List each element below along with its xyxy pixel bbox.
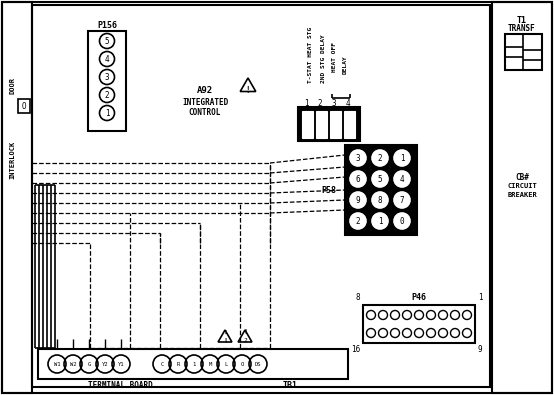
Text: HEAT OFF: HEAT OFF (331, 42, 336, 72)
Text: 4: 4 (346, 98, 350, 107)
Text: P46: P46 (412, 293, 427, 303)
Bar (363, 305, 475, 343)
Text: P58: P58 (321, 186, 336, 194)
Bar (345, 145, 417, 235)
Text: DS: DS (255, 361, 261, 367)
Text: 2ND STG DELAY: 2ND STG DELAY (321, 35, 326, 83)
Circle shape (394, 192, 410, 208)
Text: TRANSF: TRANSF (508, 23, 536, 32)
Text: 4: 4 (399, 175, 404, 184)
Text: 5: 5 (105, 36, 109, 45)
Circle shape (372, 171, 388, 187)
Bar (18, 99, 30, 113)
Text: 2: 2 (378, 154, 382, 162)
Text: W1: W1 (54, 361, 60, 367)
Text: 1: 1 (478, 293, 483, 303)
Bar (302, 111, 313, 138)
Text: INTEGRATED: INTEGRATED (182, 98, 228, 107)
Text: C: C (160, 361, 163, 367)
Text: 1: 1 (304, 98, 309, 107)
Text: 2: 2 (317, 98, 322, 107)
Bar (88, 31, 126, 131)
Bar (344, 111, 355, 138)
Text: 4: 4 (105, 55, 109, 64)
Bar (330, 111, 341, 138)
Text: P156: P156 (97, 21, 117, 30)
Bar (38, 349, 348, 379)
Text: R: R (176, 361, 179, 367)
Text: 7: 7 (399, 196, 404, 205)
Text: T1: T1 (517, 15, 527, 24)
Bar (298, 107, 360, 141)
Bar (32, 5, 490, 387)
Circle shape (350, 171, 366, 187)
Circle shape (372, 192, 388, 208)
Circle shape (394, 150, 410, 166)
Text: Y1: Y1 (118, 361, 124, 367)
Circle shape (394, 171, 410, 187)
Text: 1: 1 (399, 154, 404, 162)
Text: 16: 16 (351, 346, 361, 354)
Text: O: O (22, 102, 26, 111)
Text: G: G (88, 361, 91, 367)
Text: 8: 8 (378, 196, 382, 205)
Circle shape (372, 150, 388, 166)
Text: 9: 9 (356, 196, 360, 205)
Bar (505, 34, 542, 70)
Circle shape (372, 213, 388, 229)
Text: DELAY: DELAY (342, 56, 347, 74)
Text: TB1: TB1 (283, 380, 297, 389)
Text: O: O (240, 361, 244, 367)
Text: 8: 8 (356, 293, 360, 303)
Circle shape (394, 213, 410, 229)
Text: 2: 2 (105, 90, 109, 100)
Bar (2, 2, 32, 393)
Text: 2: 2 (356, 216, 360, 226)
Text: DOOR: DOOR (9, 77, 15, 94)
Text: M: M (208, 361, 212, 367)
Text: Y2: Y2 (102, 361, 108, 367)
Text: !: ! (223, 338, 227, 344)
Text: !: ! (245, 85, 250, 94)
Bar (492, 2, 552, 393)
Text: 3: 3 (356, 154, 360, 162)
Text: 1: 1 (192, 361, 196, 367)
Text: CIRCUIT: CIRCUIT (507, 183, 537, 189)
Text: 6: 6 (356, 175, 360, 184)
Text: 3: 3 (332, 98, 336, 107)
Text: 0: 0 (399, 216, 404, 226)
Text: 9: 9 (478, 346, 483, 354)
Text: BREAKER: BREAKER (507, 192, 537, 198)
Text: TERMINAL BOARD: TERMINAL BOARD (88, 380, 152, 389)
Text: T-STAT HEAT STG: T-STAT HEAT STG (307, 27, 312, 83)
Text: 1: 1 (105, 109, 109, 117)
Text: INTERLOCK: INTERLOCK (9, 141, 15, 179)
Text: 2: 2 (243, 339, 247, 344)
Text: CONTROL: CONTROL (189, 107, 221, 117)
Circle shape (350, 150, 366, 166)
Text: !: ! (243, 329, 247, 335)
Text: 1: 1 (378, 216, 382, 226)
Text: 5: 5 (378, 175, 382, 184)
Text: 3: 3 (105, 73, 109, 81)
Circle shape (350, 213, 366, 229)
Circle shape (350, 192, 366, 208)
Text: W2: W2 (70, 361, 76, 367)
Bar (316, 111, 327, 138)
Text: CB#: CB# (515, 173, 529, 181)
Text: 1: 1 (223, 329, 227, 335)
Text: L: L (224, 361, 228, 367)
Text: A92: A92 (197, 85, 213, 94)
